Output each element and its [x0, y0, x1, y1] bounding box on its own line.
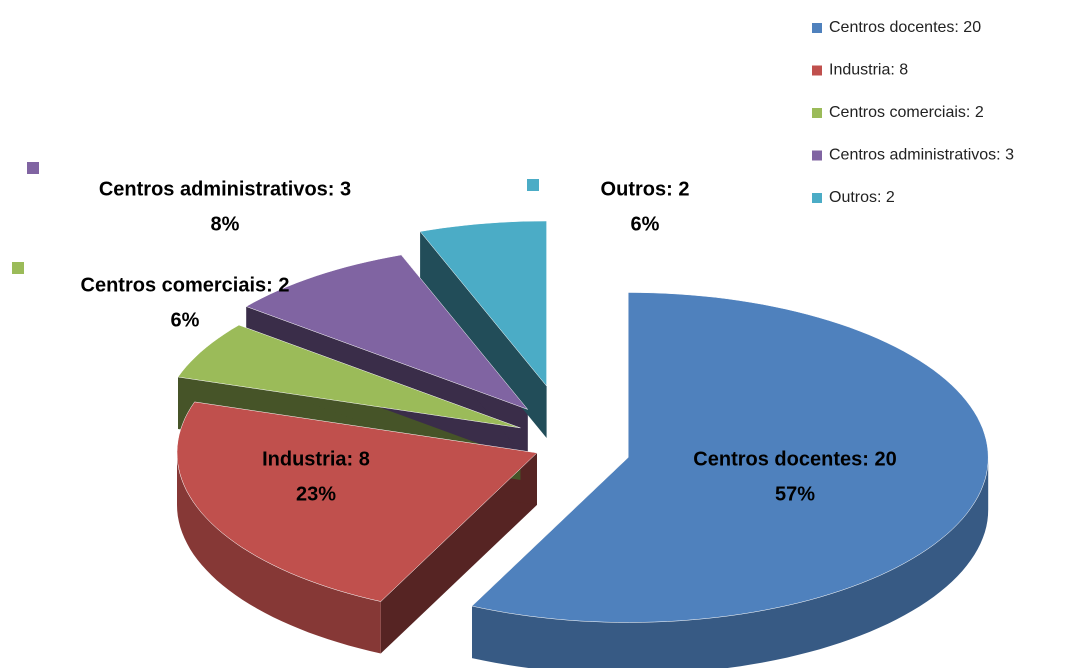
data-label: 57% [775, 483, 815, 505]
legend-key [812, 150, 822, 161]
legend-key [812, 65, 822, 76]
data-label: 8% [211, 213, 240, 235]
data-label: Industria: 8 [262, 448, 370, 470]
legend-label: Centros comerciais: 2 [829, 104, 984, 121]
data-label: Centros docentes: 20 [693, 448, 896, 470]
slice [419, 220, 547, 387]
label-key [27, 162, 39, 174]
label-key [527, 179, 539, 191]
slice [471, 292, 989, 623]
data-label: 6% [631, 213, 660, 235]
data-label: 23% [296, 483, 336, 505]
slice-side [380, 452, 537, 654]
data-label: Centros comerciais: 2 [81, 274, 290, 296]
legend-key [812, 193, 822, 203]
slice-side [472, 457, 989, 668]
slice-side [420, 231, 547, 438]
data-label: Centros administrativos: 3 [99, 178, 351, 200]
legend-key [812, 23, 822, 33]
legend-label: Centros administrativos: 3 [829, 147, 1014, 164]
slice-side [177, 452, 381, 654]
data-label: 6% [171, 309, 200, 331]
slice [245, 254, 529, 410]
label-key [636, 431, 648, 443]
legend-label: Outros: 2 [829, 189, 895, 206]
legend-label: Centros docentes: 20 [829, 19, 981, 36]
label-key [12, 262, 24, 274]
slice [177, 324, 521, 429]
legend-key [812, 108, 822, 118]
slice [176, 401, 538, 602]
legend-label: Industria: 8 [829, 62, 908, 79]
data-label: Outros: 2 [601, 178, 690, 200]
